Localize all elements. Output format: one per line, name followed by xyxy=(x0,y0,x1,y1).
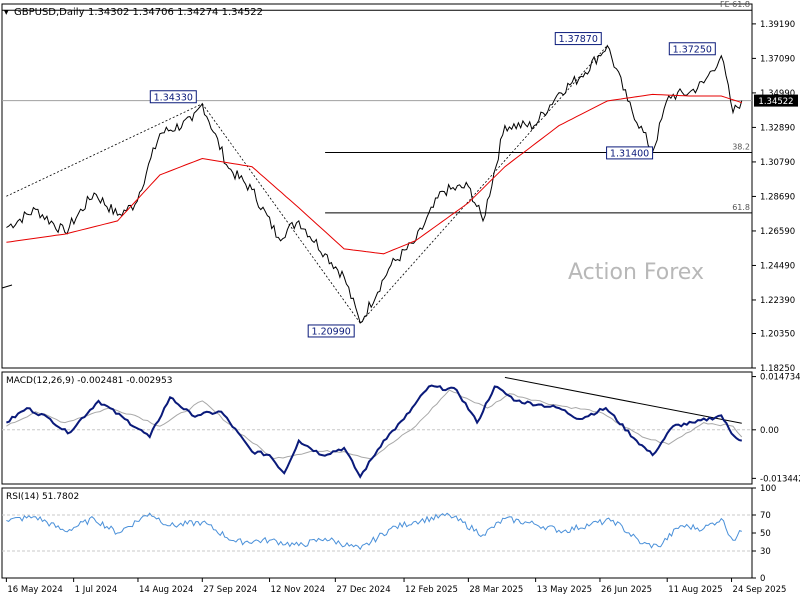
pivot-label: 1.31400 xyxy=(606,146,654,160)
rsi-line xyxy=(6,512,742,551)
pivot-label-text: 1.34330 xyxy=(154,92,193,103)
pivot-label: 1.34330 xyxy=(149,90,197,104)
trendline-dashed xyxy=(6,103,203,197)
date-axis-label: 1 Jul 2024 xyxy=(75,585,118,595)
macd-axis-label: -0.013442 xyxy=(760,474,800,484)
price-axis-label: 1.18250 xyxy=(760,364,795,374)
macd-trendline xyxy=(504,376,742,424)
fib-level-label: 61.8 xyxy=(732,203,750,212)
pivot-label-text: 1.37870 xyxy=(559,34,598,45)
rsi-axis-label: 70 xyxy=(760,511,771,521)
date-axis-label: 11 Aug 2025 xyxy=(668,585,722,595)
date-axis-label: 28 Mar 2025 xyxy=(469,585,523,595)
pivot-label-box xyxy=(668,42,716,56)
current-price-tag-text: 1.34522 xyxy=(758,97,793,107)
price-axis-label: 1.37090 xyxy=(760,54,795,64)
date-axis-label: 27 Dec 2024 xyxy=(336,585,390,595)
date-axis-label: 26 Jun 2025 xyxy=(601,585,652,595)
rsi-label: RSI(14) 51.7802 xyxy=(6,492,79,502)
symbol-dropdown-icon: ▾ xyxy=(4,8,9,18)
watermark-text: Action Forex xyxy=(568,260,704,285)
pivot-label: 1.37870 xyxy=(554,32,602,46)
rsi-axis-label: 30 xyxy=(760,547,771,557)
pivot-label-text: 1.20990 xyxy=(312,326,351,337)
price-axis-label: 1.20350 xyxy=(760,329,795,339)
price-axis-label: 1.34990 xyxy=(760,89,795,99)
date-axis-label: 14 Aug 2024 xyxy=(139,585,193,595)
price-axis-label: 1.39190 xyxy=(760,20,795,30)
price-axis-label: 1.24490 xyxy=(760,261,795,271)
price-line xyxy=(6,44,743,324)
pivot-label-text: 1.31400 xyxy=(610,148,649,159)
trendline-stub xyxy=(1,284,13,289)
macd-main-line xyxy=(6,384,742,479)
date-axis-label: 12 Feb 2025 xyxy=(405,585,458,595)
price-axis-label: 1.22390 xyxy=(760,296,795,306)
rsi-axis-label: 100 xyxy=(760,484,776,494)
price-axis-label: 1.30790 xyxy=(760,158,795,168)
fib-level-label: FE 61.8 xyxy=(720,0,750,9)
pivot-label-box xyxy=(606,146,654,160)
symbol-title: GBPUSD,Daily xyxy=(14,7,85,18)
macd-axis-label: 0.014734 xyxy=(760,373,800,383)
macd-axis-label: 0.00 xyxy=(760,426,779,436)
price-panel-frame xyxy=(1,3,753,369)
date-axis-label: 12 Nov 2024 xyxy=(271,585,325,595)
pivot-label: 1.20990 xyxy=(307,324,355,338)
moving-average-line xyxy=(6,93,742,255)
date-axis-label: 13 May 2025 xyxy=(537,585,592,595)
date-axis-label: 24 Sep 2025 xyxy=(733,585,787,595)
pivot-label: 1.37250 xyxy=(668,42,716,56)
macd-panel-frame xyxy=(1,371,753,485)
price-axis-label: 1.32890 xyxy=(760,123,795,133)
ohlc-readout: 1.34302 1.34706 1.34274 1.34522 xyxy=(88,7,263,18)
current-price-tag xyxy=(754,94,798,107)
pivot-label-box xyxy=(307,324,355,338)
price-axis-label: 1.28690 xyxy=(760,192,795,202)
rsi-axis-label: 0 xyxy=(760,574,765,584)
rsi-axis-label: 50 xyxy=(760,529,771,539)
trendline-dashed xyxy=(201,103,361,324)
macd-signal-line xyxy=(6,389,743,460)
pivot-label-box xyxy=(149,90,197,104)
date-axis-label: 16 May 2024 xyxy=(7,585,62,595)
pivot-label-box xyxy=(554,32,602,46)
date-axis-label: 27 Sep 2024 xyxy=(203,585,257,595)
pivot-label-text: 1.37250 xyxy=(673,44,712,55)
macd-label: MACD(12,26,9) -0.002481 -0.002953 xyxy=(6,376,172,386)
fib-level-label: 38.2 xyxy=(732,143,750,152)
price-axis-label: 1.26590 xyxy=(760,227,795,237)
